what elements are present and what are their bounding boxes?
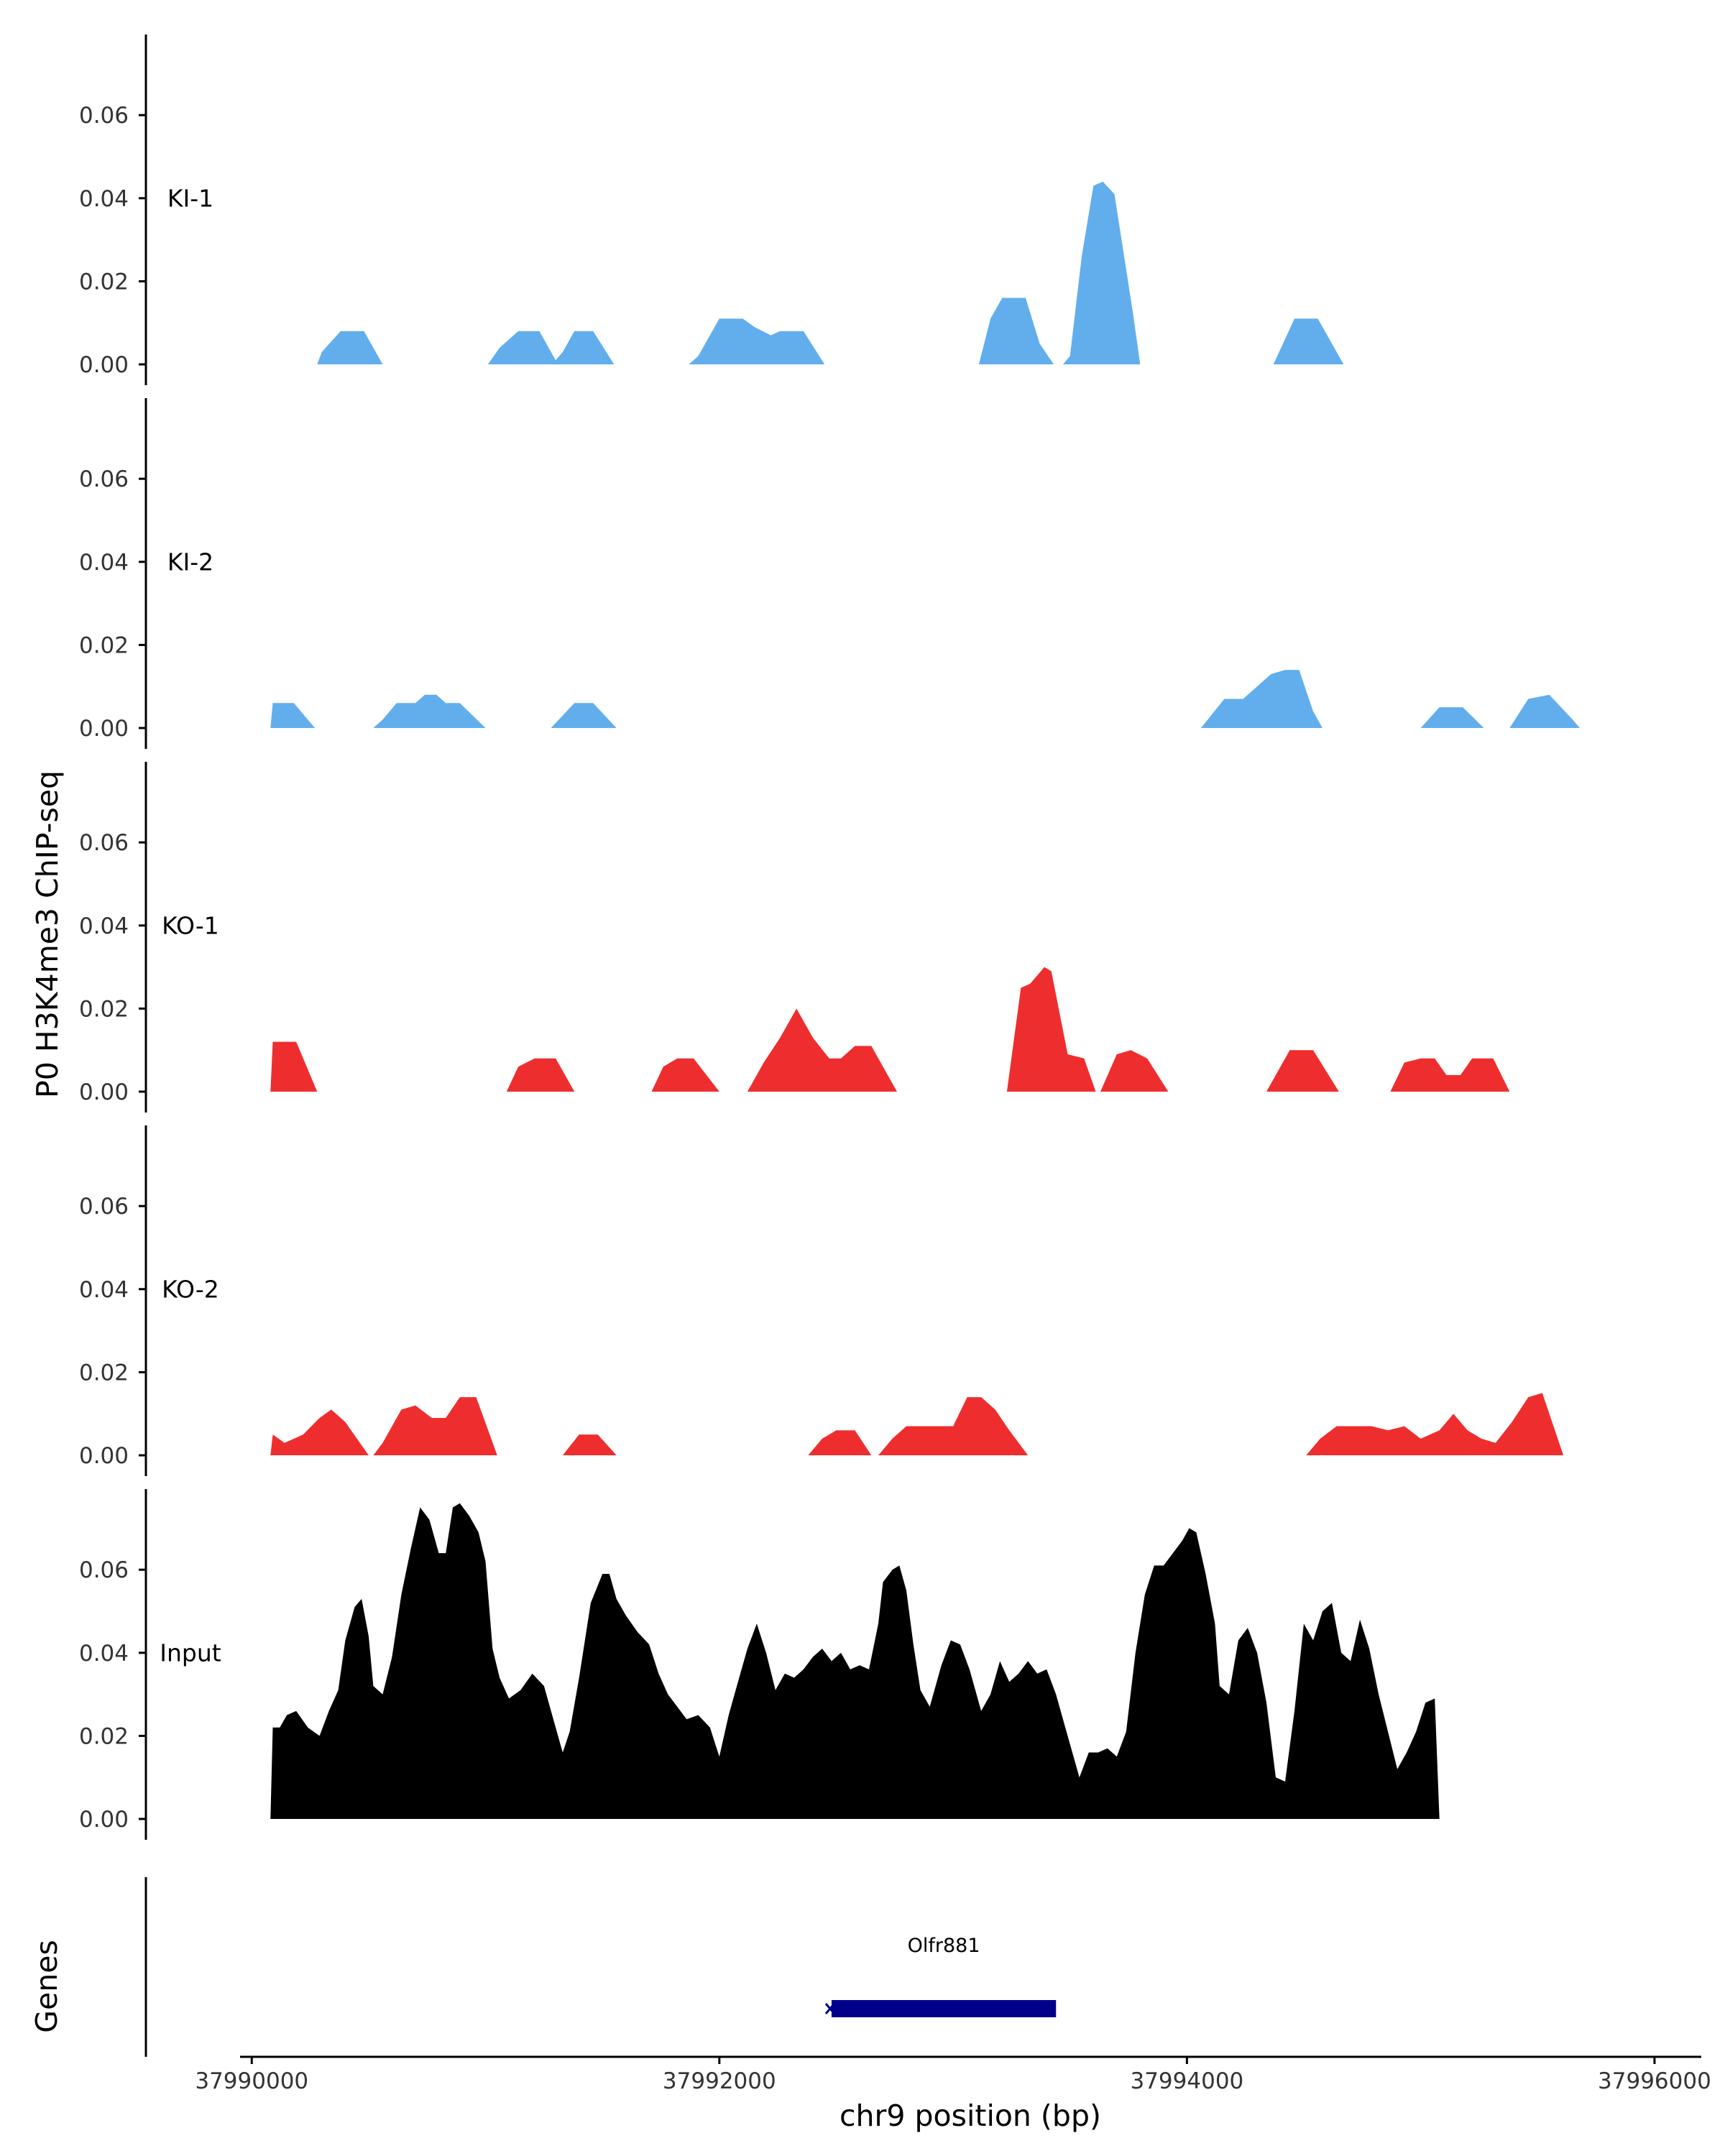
y-tick-label: 0.00	[79, 1807, 129, 1833]
gene-model: Olfr881	[824, 1935, 1057, 2017]
y-tick-label: 0.02	[79, 269, 129, 295]
y-tick-label: 0.02	[79, 1723, 129, 1749]
y-tick-label: 0.06	[79, 1194, 129, 1220]
y-tick-label: 0.06	[79, 103, 129, 129]
track-panel: 0.00 0.02 0.04 0.06 KI-2	[79, 398, 1580, 749]
track-signal-area	[270, 967, 1510, 1092]
track-label: Input	[160, 1639, 221, 1667]
track-label: KI-1	[167, 184, 213, 212]
track-signal-area	[270, 1503, 1440, 1819]
gene-body	[831, 2000, 1057, 2017]
y-tick-label: 0.00	[79, 716, 129, 742]
y-tick-label: 0.06	[79, 1557, 129, 1583]
track-label: KI-2	[167, 548, 213, 576]
track-panel: 0.00 0.02 0.04 0.06 KO-1	[79, 762, 1510, 1112]
gene-label: Olfr881	[908, 1935, 980, 1957]
gene-strand-arrow	[824, 2003, 836, 2014]
y-tick-label: 0.04	[79, 550, 129, 576]
x-tick-label: 37994000	[1130, 2068, 1243, 2094]
x-axis-title: chr9 position (bp)	[840, 2099, 1101, 2133]
x-tick-label: 37996000	[1598, 2068, 1711, 2094]
y-tick-label: 0.06	[79, 830, 129, 856]
y-tick-label: 0.04	[79, 186, 129, 212]
track-panel: 0.00 0.02 0.04 0.06 Input	[79, 1489, 1440, 1840]
y-tick-label: 0.02	[79, 632, 129, 658]
track-signal-area	[270, 1393, 1564, 1455]
genes-axis-title: Genes	[29, 1940, 64, 2033]
y-tick-label: 0.02	[79, 996, 129, 1022]
y-tick-label: 0.02	[79, 1360, 129, 1386]
track-signal-area	[270, 670, 1580, 728]
x-axis: chr9 position (bp) 37990000 37992000 37994…	[195, 2055, 1711, 2133]
y-tick-label: 0.04	[79, 1277, 129, 1303]
y-tick-label: 0.00	[79, 1079, 129, 1105]
x-tick-label: 37992000	[663, 2068, 776, 2094]
y-tick-label: 0.06	[79, 466, 129, 492]
y-axis-title: P0 H3K4me3 ChIP-seq	[30, 770, 65, 1098]
y-tick-label: 0.00	[79, 1443, 129, 1469]
track-panel: 0.00 0.02 0.04 0.06 KO-2	[79, 1125, 1564, 1476]
tracks-layer: 0.00 0.02 0.04 0.06 KI-1 0.00 0.02 0.04 0.06 KI-2…	[79, 34, 1580, 1840]
y-tick-label: 0.04	[79, 913, 129, 939]
x-tick-label: 37990000	[195, 2068, 308, 2094]
track-label: KO-2	[162, 1275, 219, 1303]
track-panel: 0.00 0.02 0.04 0.06 KI-1	[79, 34, 1344, 385]
track-signal-area	[317, 181, 1344, 364]
y-tick-label: 0.04	[79, 1641, 129, 1667]
y-tick-label: 0.00	[79, 352, 129, 378]
track-label: KO-1	[162, 911, 219, 939]
genes-panel: Genes Olfr881	[29, 1877, 1057, 2057]
